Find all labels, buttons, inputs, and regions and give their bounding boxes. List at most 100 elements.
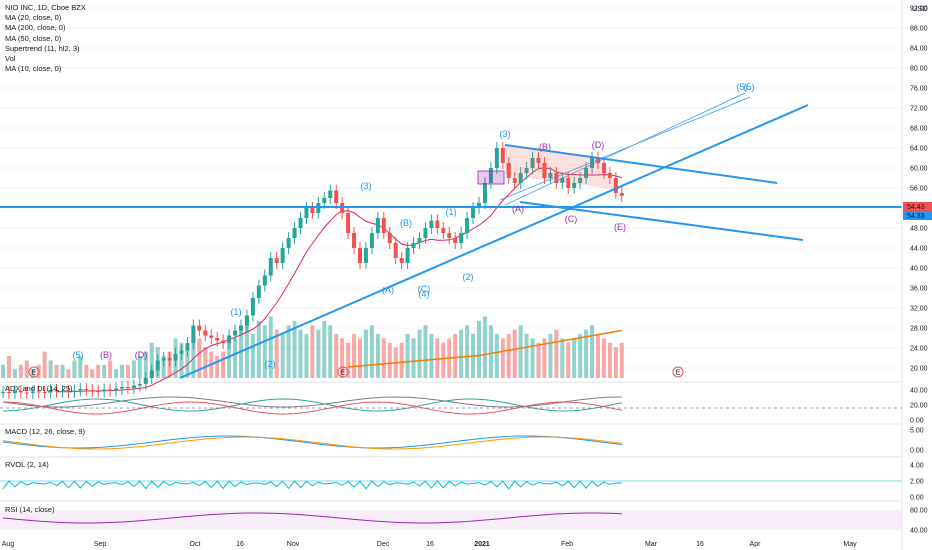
x-tick-label: Dec [377, 541, 390, 548]
candle-body [459, 233, 464, 243]
volume-bar [566, 342, 571, 378]
candle-body [173, 354, 178, 361]
candle-body [286, 238, 291, 248]
volume-bar [465, 325, 470, 378]
candle-body [1, 392, 5, 393]
panel-tick-label: 80.00 [910, 508, 928, 515]
volume-bar [239, 329, 243, 378]
y-tick-label: 20.00 [910, 366, 928, 373]
candle-body [120, 387, 124, 389]
volume-bar [292, 320, 297, 378]
wave-label: (A) [382, 285, 394, 295]
candle-body [524, 168, 529, 173]
volume-bar [18, 364, 23, 378]
price-label-current: 54.43 [907, 204, 925, 211]
candle-body [548, 173, 553, 178]
volume-bar [131, 360, 136, 378]
y-tick-label: 28.00 [910, 326, 928, 333]
candle-body [530, 158, 535, 168]
volume-bar [179, 342, 184, 378]
candle-body [477, 203, 481, 208]
volume-bar [417, 329, 422, 378]
volume-bar [137, 356, 142, 378]
volume-bar [572, 338, 577, 378]
volume-bar [244, 325, 249, 378]
wave-label: (5) [744, 82, 755, 92]
candle-body [358, 248, 362, 263]
panel-tick-label: 2.00 [910, 479, 924, 486]
candle-body [268, 258, 273, 276]
candle-body [197, 325, 202, 331]
candle-body [42, 392, 47, 393]
legend-ma10: MA (10, close, 0) [5, 64, 62, 74]
candle-body [48, 390, 53, 393]
volume-bar [60, 364, 65, 378]
volume-bar [381, 338, 386, 378]
indicator-panels [0, 396, 902, 530]
candle-body [149, 370, 154, 378]
volume-bar [596, 334, 600, 378]
ma200-line [348, 329, 622, 368]
triangle-pattern [505, 145, 620, 190]
x-tick-label: 16 [236, 541, 244, 548]
legend-ma200: MA (200, close, 0) [5, 23, 66, 33]
volume-bar [310, 325, 315, 378]
volume-bars [1, 316, 624, 378]
panel-tick-label: 40.00 [910, 528, 928, 535]
volume-bar [268, 316, 273, 378]
volume-bar [256, 320, 261, 378]
panel-tick-label: 0.00 [910, 448, 924, 455]
wave-label: (1) [231, 307, 242, 317]
volume-bar [143, 351, 148, 378]
wave-label: (A) [512, 204, 524, 214]
candle-body [512, 178, 517, 183]
candle-body [12, 391, 17, 393]
candle-body [78, 389, 83, 391]
volume-bar [601, 338, 606, 378]
wave-label: (3) [500, 129, 511, 139]
candle-body [161, 358, 166, 361]
candle-body [274, 258, 279, 263]
candle-body [66, 391, 71, 392]
adx-line [2, 396, 622, 408]
candle-body [125, 387, 130, 388]
currency-label: USD [912, 4, 928, 13]
rsi-line [2, 512, 622, 524]
volume-bar [578, 334, 583, 378]
candle-body [36, 391, 41, 393]
candle-body [619, 193, 624, 196]
volume-bar [429, 334, 434, 378]
y-tick-label: 76.00 [910, 86, 928, 93]
y-tick-label: 72.00 [910, 106, 928, 113]
grid [0, 7, 902, 502]
candle-body [298, 218, 303, 228]
volume-bar [280, 334, 285, 378]
chart-legend: NIO INC, 1D, Cboe BZX MA (20, close, 0) … [5, 3, 86, 74]
volume-bar [316, 329, 321, 378]
earnings-marker [672, 366, 684, 378]
volume-bar [233, 338, 238, 378]
volume-bar [66, 369, 71, 378]
wave-label: (B) [100, 350, 112, 360]
volume-bar [607, 342, 612, 378]
volume-bar [54, 364, 59, 378]
candle-body [453, 238, 458, 243]
x-tick-label: 2021 [474, 541, 490, 548]
time-axis: Aug Sep Oct 16 Nov Dec 16 2021 Feb Mar 16 Apr May [2, 541, 857, 548]
projection-line [504, 92, 746, 206]
candle-body [322, 198, 327, 203]
candle-body [18, 391, 23, 393]
volume-bar [506, 334, 511, 378]
candle-body [328, 190, 333, 198]
wave-label: (3) [361, 181, 372, 191]
volume-bar [120, 364, 124, 378]
wave-label: (2) [265, 359, 276, 369]
volume-bar [262, 325, 267, 378]
price-label-second: 54.33 [907, 213, 925, 220]
volume-bar [96, 364, 101, 378]
volume-bar [423, 325, 428, 378]
y-tick-label: 80.00 [910, 66, 928, 73]
candle-body [584, 168, 589, 178]
x-tick-label: Aug [2, 541, 15, 548]
